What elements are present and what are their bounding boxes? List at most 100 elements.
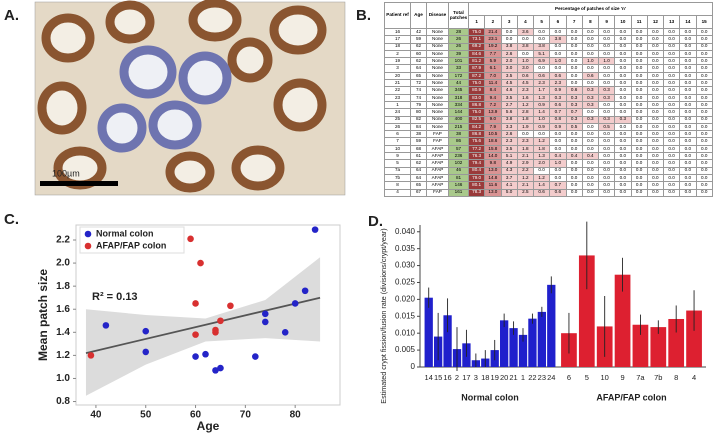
y-tick-label: 2.2 [56, 235, 70, 246]
point [142, 348, 150, 356]
table-cell: 0.0 [549, 130, 567, 139]
table-cell: 7.7 [484, 49, 502, 59]
table-cell: 0.0 [646, 93, 665, 102]
table-cell: 28 [448, 27, 469, 37]
table-cell: 2.1 [516, 181, 535, 190]
table-cell: 0.0 [630, 122, 648, 132]
table-cell: 0.0 [679, 130, 697, 139]
table-cell: 0.0 [662, 130, 681, 139]
y-tick-label: 1.4 [56, 327, 70, 338]
table-cell: 3.0 [500, 64, 518, 73]
x-tick-label: 1 [521, 373, 525, 382]
table-cell: 0.0 [630, 108, 648, 117]
table-cell: 0.0 [630, 166, 648, 175]
table-cell: 0.0 [695, 64, 713, 73]
table-cell: 7.2 [484, 100, 502, 110]
table-cell: 0.0 [662, 115, 681, 124]
table-cell: 0.0 [630, 42, 648, 51]
table-cell: 0.0 [646, 152, 665, 161]
table-row: 7a 64 AFAP 46 80.4 13.0 4.3 2.2 0.0 0.0 0.0 0.0 0.0 0… [384, 166, 713, 175]
table-cell: 0.0 [646, 137, 665, 146]
table-cell: 0.0 [565, 181, 583, 190]
table-cell: 7.0 [484, 71, 502, 81]
table-cell: 14.8 [484, 173, 502, 183]
table-cell: 59 [410, 35, 427, 44]
table-cell: 21 [384, 79, 411, 88]
table-cell: 80 [410, 108, 427, 117]
y-tick-label: 1.0 [56, 373, 70, 384]
table-cell: 0.0 [549, 64, 567, 73]
table-cell: 0.0 [597, 49, 616, 59]
point [252, 353, 259, 360]
table-cell: 0.3 [581, 86, 600, 95]
table-cell: 1.0 [549, 57, 567, 66]
table-cell: 0.0 [630, 100, 648, 110]
table-cell: 0.0 [646, 86, 665, 95]
table-cell: 0.0 [662, 49, 681, 59]
table-cell: 0.0 [695, 93, 713, 102]
table-cell: AFAP [426, 181, 449, 190]
table-row: 2 60 None 39 84.6 7.7 2.6 0.0 5.1 0.0 0.0 0.0 0.0 0.0… [384, 49, 713, 59]
table-cell: 0.0 [549, 27, 567, 37]
table-cell: 0.0 [630, 130, 648, 139]
table-cell: 39 [448, 49, 469, 59]
table-cell: 26 [448, 35, 469, 44]
table-cell: 0.0 [614, 42, 632, 51]
table-cell: 0.6 [532, 188, 551, 197]
table-cell: 3.0 [516, 64, 535, 73]
table-cell: 0.0 [679, 188, 697, 197]
table-cell: 4 [384, 188, 411, 197]
table-cell: 86.8 [467, 100, 486, 110]
size-header: 6 [549, 15, 567, 29]
table-cell: 0.0 [695, 57, 713, 66]
table-cell: 74 [410, 86, 427, 95]
size-header: 7 [565, 15, 583, 29]
table-cell: 26 [448, 42, 469, 51]
table-cell: 0.0 [662, 159, 681, 168]
table-cell: 19.2 [484, 42, 502, 51]
table-cell: 0.0 [679, 166, 697, 175]
x-axis-label: Age [197, 419, 220, 433]
table-cell: 0.0 [581, 137, 600, 146]
x-tick-label: 7b [654, 373, 662, 382]
table-cell: 80.9 [467, 86, 486, 95]
table-cell: 0.0 [695, 100, 713, 110]
table-cell: 0.0 [630, 35, 648, 44]
table-cell: 4.9 [500, 159, 518, 168]
table-cell: 9.4 [484, 93, 502, 102]
table-cell: 0.0 [662, 152, 681, 161]
table-cell: 0.0 [549, 144, 567, 154]
bar [528, 318, 537, 367]
table-cell: 2.3 [532, 79, 551, 88]
table-cell: None [426, 86, 449, 95]
patch-table: Patient ref Age Disease Total patches Percen… [384, 2, 713, 197]
table-cell: 0.0 [614, 71, 632, 81]
table-row: 9 61 AFAP 236 76.3 14.0 5.1 2.1 1.3 0.4 0.4 0.4 0.0 0… [384, 152, 713, 161]
table-cell: 0.0 [500, 35, 518, 44]
table-cell: 0.0 [646, 130, 665, 139]
table-cell: 0.0 [630, 159, 648, 168]
table-cell: 0.0 [581, 159, 600, 168]
size-header: 12 [646, 15, 665, 29]
table-cell: 144 [448, 108, 469, 117]
table-cell: 4.1 [500, 181, 518, 190]
table-cell: 80.1 [467, 181, 486, 190]
table-cell: 0.0 [679, 57, 697, 66]
annotation: R² = 0.13 [92, 291, 138, 303]
table-cell: 68 [410, 144, 427, 154]
table-row: 26 84 None 215 84.2 7.9 3.3 1.9 0.9 0.9 0.5 0.0 0.5 0… [384, 122, 713, 132]
table-cell: None [426, 27, 449, 37]
size-header: 3 [500, 15, 518, 29]
table-cell: 0.9 [549, 86, 567, 95]
table-cell: 0.0 [581, 122, 600, 132]
table-cell: 0.0 [646, 122, 665, 132]
y-axis-label: Estimated crypt fission/fusion rate (div… [379, 228, 388, 403]
table-cell: 6.1 [484, 64, 502, 73]
bar [499, 320, 509, 367]
table-cell: 1.8 [516, 115, 535, 124]
table-cell: 8 [384, 181, 411, 190]
table-cell: 0.0 [581, 130, 600, 139]
table-cell: 86 [448, 137, 469, 146]
table-cell: 4.5 [516, 79, 535, 88]
table-cell: 0.0 [679, 49, 697, 59]
